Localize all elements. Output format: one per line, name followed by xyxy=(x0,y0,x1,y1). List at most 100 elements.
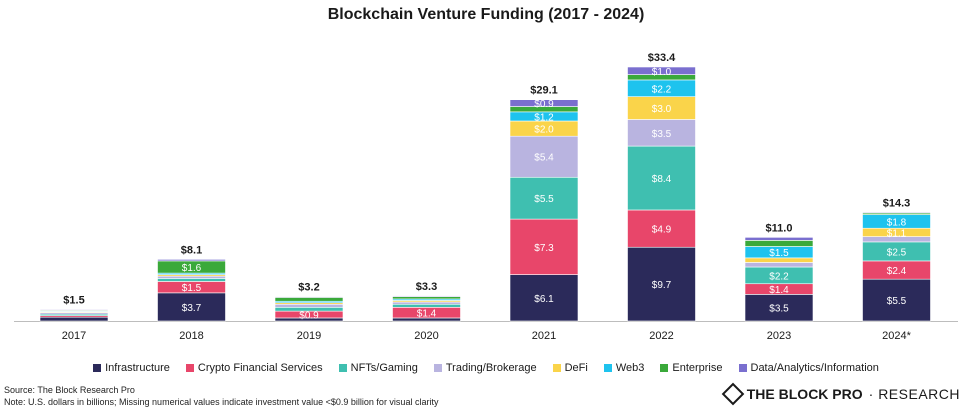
source-note: Source: The Block Research Pro xyxy=(4,385,135,395)
total-label: $14.3 xyxy=(883,197,911,209)
bar-segment xyxy=(509,218,579,275)
data-label: $5.5 xyxy=(887,296,907,307)
legend-item: Crypto Financial Services xyxy=(185,362,323,374)
legend-item: NFTs/Gaming xyxy=(338,362,418,374)
legend-label: DeFi xyxy=(564,362,588,374)
bar-segment xyxy=(157,292,226,322)
data-label: $2.2 xyxy=(652,84,672,95)
bar-segment xyxy=(274,303,344,308)
x-tick-label: 2018 xyxy=(179,330,203,342)
bar-segment xyxy=(157,275,226,279)
x-tick-label: 2019 xyxy=(297,330,321,342)
data-label: $7.3 xyxy=(534,243,554,254)
total-label: $8.1 xyxy=(181,244,202,256)
footer: Source: The Block Research Pro Note: U.S… xyxy=(4,384,438,408)
data-label: $1.5 xyxy=(769,248,789,259)
x-tick-label: 2024* xyxy=(882,330,911,342)
data-label: $3.5 xyxy=(769,304,789,315)
legend-item: Web3 xyxy=(603,362,645,374)
data-label: $5.5 xyxy=(534,194,554,205)
bar-segment xyxy=(744,237,814,241)
bar-segment xyxy=(274,297,344,302)
legend-label: Web3 xyxy=(615,362,645,374)
units-note: Note: U.S. dollars in billions; Missing … xyxy=(4,397,439,407)
bar-segment xyxy=(39,309,109,311)
legend-swatch xyxy=(552,364,561,372)
data-label: $1.5 xyxy=(182,283,202,294)
total-label: $3.3 xyxy=(416,281,437,293)
data-label: $9.7 xyxy=(652,280,672,291)
legend-item: Enterprise xyxy=(660,362,723,374)
legend-swatch xyxy=(738,364,747,372)
legend-swatch xyxy=(433,364,442,372)
data-label: $3.0 xyxy=(652,104,672,115)
data-label: $2.0 xyxy=(534,125,554,136)
total-label: $3.2 xyxy=(298,282,319,294)
legend-label: Trading/Brokerage xyxy=(445,362,537,374)
legend-swatch xyxy=(660,364,669,372)
x-tick-label: 2023 xyxy=(767,330,791,342)
bar-segment xyxy=(862,278,931,322)
bar-segment xyxy=(509,99,579,107)
total-label: $11.0 xyxy=(766,222,793,234)
bar-segment xyxy=(509,135,579,178)
bar-segment xyxy=(627,119,696,147)
data-label: $3.5 xyxy=(652,129,672,140)
legend-swatch xyxy=(338,364,347,372)
bar-segment xyxy=(627,246,696,322)
x-tick-label: 2021 xyxy=(532,330,556,342)
bar-segment xyxy=(157,278,226,282)
data-label: $1.4 xyxy=(769,285,789,296)
chart-legend: Infrastructure Crypto Financial Services N… xyxy=(0,362,972,374)
bar-segment xyxy=(392,301,461,305)
bar-segment xyxy=(627,145,696,211)
bar-segment xyxy=(509,274,579,322)
bar-segment xyxy=(627,209,696,248)
block-logo-icon xyxy=(721,382,745,406)
total-label: $33.4 xyxy=(648,52,676,64)
chart-title: Blockchain Venture Funding (2017 - 2024) xyxy=(327,6,645,23)
data-label: $2.4 xyxy=(887,266,907,277)
data-label: $8.4 xyxy=(652,174,672,185)
data-label: $0.9 xyxy=(534,99,554,110)
legend-swatch xyxy=(185,364,194,372)
legend-item: Infrastructure xyxy=(93,362,170,374)
data-label: $1.2 xyxy=(534,112,554,123)
data-label: $3.7 xyxy=(182,303,202,314)
total-label: $1.5 xyxy=(63,295,84,307)
data-label: $1.4 xyxy=(417,309,437,320)
legend-item: Trading/Brokerage xyxy=(433,362,537,374)
legend-label: NFTs/Gaming xyxy=(350,362,418,374)
total-label: $29.1 xyxy=(530,85,558,97)
bar-segment xyxy=(744,262,814,268)
data-label: $6.1 xyxy=(534,294,554,305)
stacked-bar-chart: $1.5 2017 $3.7 $1.5 $1.6 $8.1 2018 $0.9 $3.2 2019… xyxy=(14,52,958,342)
bar-segment xyxy=(157,259,226,262)
legend-item: DeFi xyxy=(552,362,588,374)
x-tick-label: 2017 xyxy=(62,330,86,342)
data-label: $4.9 xyxy=(652,225,672,236)
bar-segment xyxy=(744,294,814,322)
data-label: $2.2 xyxy=(769,271,789,282)
x-tick-label: 2022 xyxy=(649,330,673,342)
logo-brand-text: THE BLOCK PRO xyxy=(746,386,863,402)
brand-logo: THE BLOCK PRO · RESEARCH xyxy=(721,382,960,406)
legend-label: Crypto Financial Services xyxy=(197,362,323,374)
data-label: $1.6 xyxy=(182,263,202,274)
data-label: $0.9 xyxy=(299,311,319,322)
legend-swatch xyxy=(93,364,102,372)
legend-label: Data/Analytics/Information xyxy=(750,362,879,374)
data-label: $2.5 xyxy=(887,247,907,258)
legend-label: Enterprise xyxy=(672,362,723,374)
bar-segment xyxy=(392,303,461,308)
bar-segment xyxy=(39,316,109,322)
data-label: $1.8 xyxy=(887,217,907,228)
data-label: $1.0 xyxy=(652,67,672,78)
bar-segment xyxy=(627,66,696,75)
legend-label: Infrastructure xyxy=(105,362,170,374)
logo-suffix-text: · RESEARCH xyxy=(868,386,960,402)
legend-item: Data/Analytics/Information xyxy=(738,362,879,374)
data-label: $5.4 xyxy=(534,153,554,164)
legend-swatch xyxy=(603,364,612,372)
bar-segment xyxy=(392,296,461,300)
